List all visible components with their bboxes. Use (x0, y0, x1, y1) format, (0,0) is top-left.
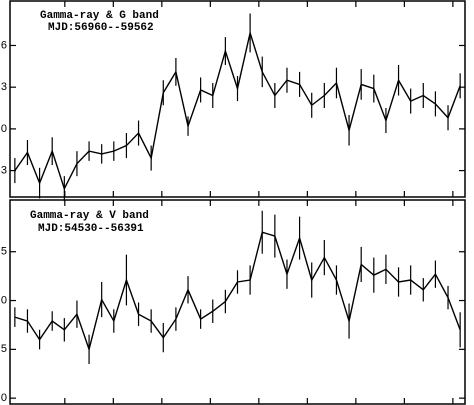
y-tick-label: 5 (1, 246, 7, 258)
y-tick-label: 6 (1, 39, 7, 51)
y-tick-label: 3 (1, 81, 7, 93)
annotation: MJD:56960--59562 (48, 22, 154, 34)
data-line (14, 30, 461, 191)
annotation: Gamma-ray & G band (40, 10, 159, 22)
annotation: MJD:54530--56391 (38, 223, 144, 235)
y-tick-label: 0 (1, 123, 7, 135)
y-tick-label: 3 (1, 164, 7, 176)
y-tick-label: 0 (1, 294, 7, 306)
plot-frame (9, 199, 466, 405)
y-tick-label: 0 (1, 392, 7, 404)
annotation: Gamma-ray & V band (30, 210, 149, 222)
y-tick-label: 5 (1, 343, 7, 355)
plot-frame (9, 0, 466, 198)
